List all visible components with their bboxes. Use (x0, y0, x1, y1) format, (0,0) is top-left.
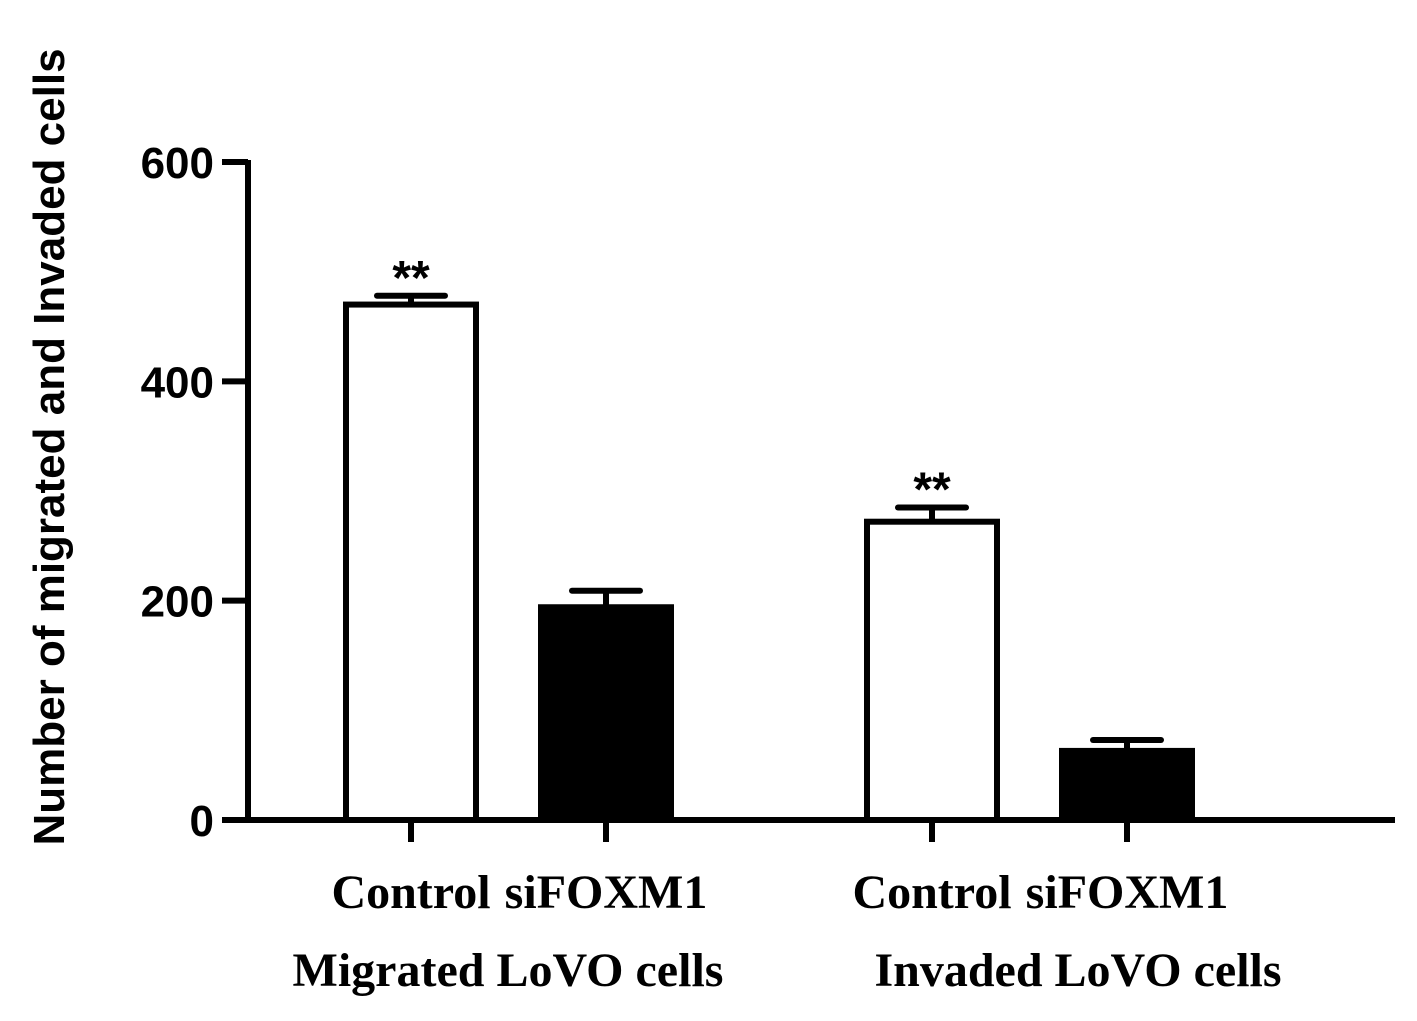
x-category-label: Control (852, 866, 1011, 919)
x-group-label: Invaded LoVO cells (874, 944, 1281, 997)
y-tick-label: 400 (141, 358, 214, 407)
significance-label: ** (392, 252, 430, 305)
x-category-label: siFOXM1 (1026, 866, 1229, 919)
x-group-label: Migrated LoVO cells (293, 944, 724, 997)
x-labels: Control siFOXM1 Control siFOXM1 Migrated LoV… (293, 820, 1282, 997)
x-category-label: Control (331, 866, 490, 919)
x-category-label: siFOXM1 (505, 866, 708, 919)
y-tick-label: 600 (141, 139, 214, 188)
bar-sifoxm1 (1059, 747, 1195, 823)
y-tick-label: 0 (190, 797, 214, 846)
bar-control (343, 301, 479, 824)
y-tick-label: 200 (141, 578, 214, 627)
bar-control (864, 518, 1000, 823)
y-ticks: 0 200 400 600 (141, 139, 248, 846)
bar-sifoxm1 (538, 604, 674, 823)
y-axis-label: Number of migrated and Invaded cells (25, 48, 74, 845)
bars: ** ** (343, 252, 1195, 824)
significance-label: ** (913, 463, 951, 516)
